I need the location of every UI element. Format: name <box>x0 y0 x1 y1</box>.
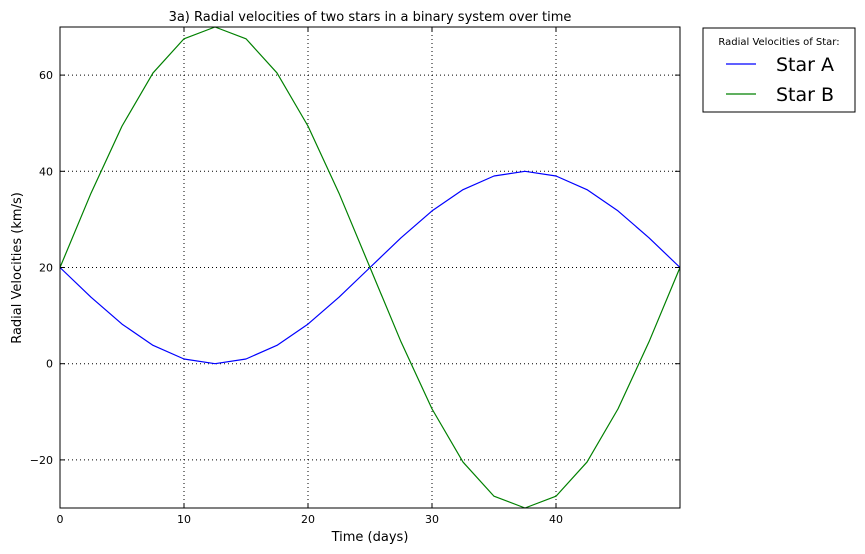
grid <box>59 27 680 508</box>
legend-label: Star B <box>776 84 834 106</box>
x-tick-label: 0 <box>57 513 64 526</box>
x-tick-label: 40 <box>549 513 563 526</box>
x-tick-label: 20 <box>301 513 315 526</box>
x-axis-label: Time (days) <box>331 530 409 545</box>
x-tick-label: 10 <box>177 513 191 526</box>
legend: Radial Velocities of Star: Star A Star B <box>702 27 856 113</box>
legend-entries: Star A Star B <box>726 54 834 106</box>
x-axis: 0 10 20 30 40 <box>57 27 563 526</box>
legend-label: Star A <box>776 54 834 76</box>
y-tick-label: 60 <box>39 69 53 82</box>
legend-box <box>702 27 856 113</box>
y-tick-label: −20 <box>30 454 53 467</box>
series-line-2 <box>59 26 681 509</box>
legend-title: Radial Velocities of Star: <box>718 37 839 48</box>
chart-title: 3a) Radial velocities of two stars in a … <box>169 10 572 25</box>
x-tick-label: 30 <box>425 513 439 526</box>
y-axis-label: Radial Velocities (km/s) <box>10 192 25 344</box>
y-tick-label: 20 <box>39 262 53 275</box>
series-layer <box>59 26 681 509</box>
y-tick-label: 0 <box>46 358 53 371</box>
y-axis: −20 0 20 40 60 <box>30 69 680 467</box>
y-tick-label: 40 <box>39 165 53 178</box>
